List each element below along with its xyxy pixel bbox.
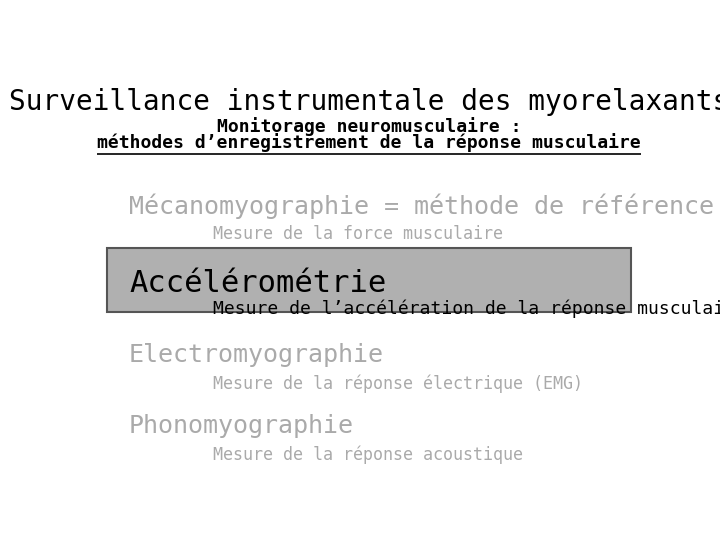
Text: Accélérométrie: Accélérométrie <box>129 268 387 298</box>
Text: Mesure de l’accélération de la réponse musculaire: Mesure de l’accélération de la réponse m… <box>213 300 720 318</box>
Text: Mesure de la réponse acoustique: Mesure de la réponse acoustique <box>213 446 523 464</box>
Text: Mesure de la réponse électrique (EMG): Mesure de la réponse électrique (EMG) <box>213 375 582 393</box>
Text: Monitorage neuromusculaire :: Monitorage neuromusculaire : <box>217 117 521 136</box>
Text: Surveillance instrumentale des myorelaxants: Surveillance instrumentale des myorelaxa… <box>9 87 720 116</box>
Text: Phonomyographie: Phonomyographie <box>129 414 354 438</box>
Text: Mécanomyographie = méthode de référence: Mécanomyographie = méthode de référence <box>129 194 714 219</box>
FancyBboxPatch shape <box>107 248 631 312</box>
Text: méthodes d’enregistrement de la réponse musculaire: méthodes d’enregistrement de la réponse … <box>97 133 641 152</box>
Text: Mesure de la force musculaire: Mesure de la force musculaire <box>213 225 503 243</box>
Text: Electromyographie: Electromyographie <box>129 343 384 367</box>
